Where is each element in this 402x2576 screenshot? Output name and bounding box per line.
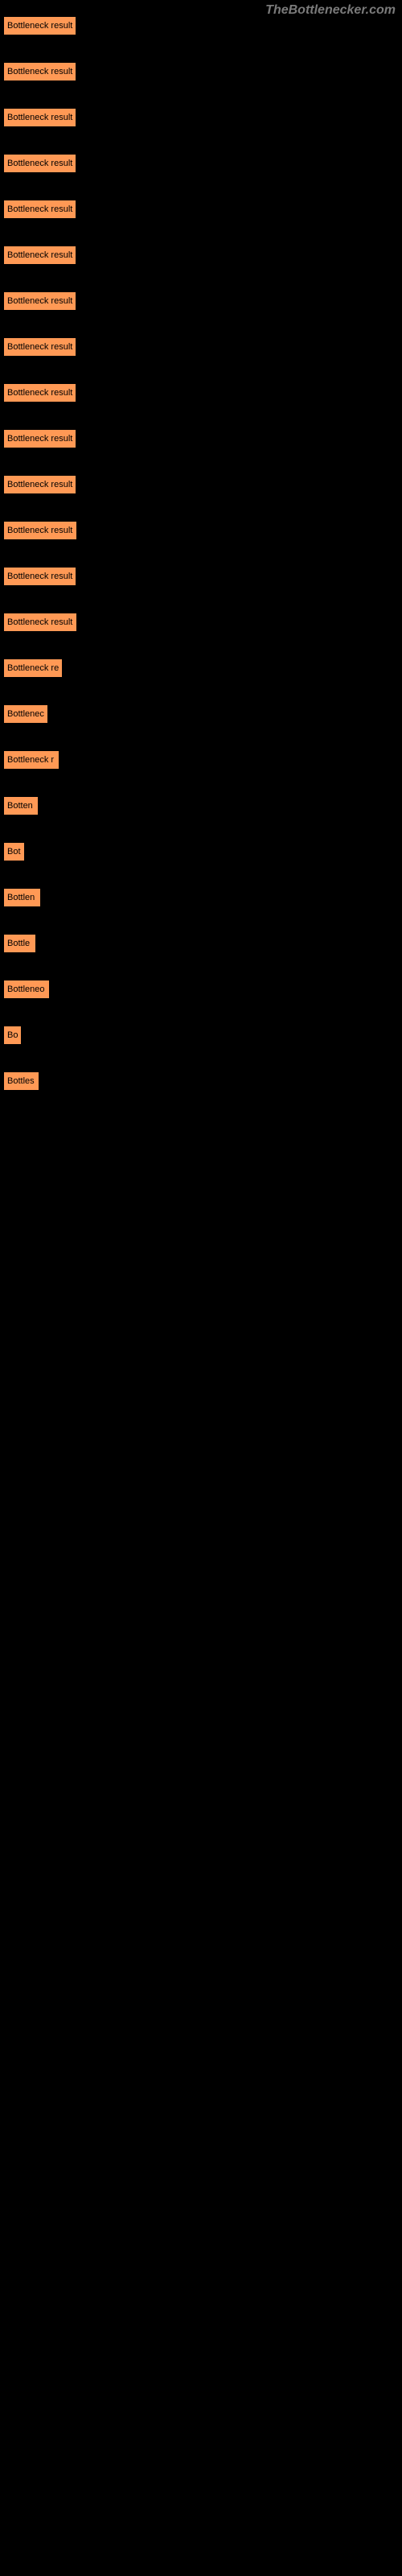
chart-row: Bottleneck result bbox=[3, 613, 399, 632]
bar-label: Bottleneck r bbox=[7, 755, 54, 765]
chart-bar: Bottleneo bbox=[3, 980, 50, 999]
chart-bar: Bottlen bbox=[3, 888, 41, 907]
bar-label: Bottleneck result bbox=[7, 342, 72, 352]
chart-bar: Bottle bbox=[3, 934, 36, 953]
chart-row: Botten bbox=[3, 796, 399, 815]
bar-label: Bottleneo bbox=[7, 985, 44, 994]
bar-chart: Bottleneck result Bottleneck result Bottle… bbox=[0, 0, 402, 1121]
chart-bar: Bottleneck result bbox=[3, 429, 76, 448]
chart-row: Bottleneck result bbox=[3, 429, 399, 448]
chart-bar: Bot bbox=[3, 842, 25, 861]
chart-bar: Bottleneck r bbox=[3, 750, 59, 770]
chart-row: Bottleneck re bbox=[3, 658, 399, 678]
chart-row: Bottleneck result bbox=[3, 200, 399, 219]
bar-label: Bottleneck result bbox=[7, 113, 72, 122]
chart-bar: Bottles bbox=[3, 1071, 39, 1091]
chart-row: Bottle bbox=[3, 934, 399, 953]
bar-label: Bottlenec bbox=[7, 709, 44, 719]
chart-row: Bottleneck result bbox=[3, 108, 399, 127]
bar-label: Botten bbox=[7, 801, 33, 811]
bar-label: Bottleneck result bbox=[7, 617, 72, 627]
chart-row: Bottleneck result bbox=[3, 154, 399, 173]
chart-row: Bottleneck result bbox=[3, 246, 399, 265]
chart-bar: Bottleneck result bbox=[3, 475, 76, 494]
chart-row: Bottles bbox=[3, 1071, 399, 1091]
chart-row: Bottlen bbox=[3, 888, 399, 907]
bar-label: Bottleneck result bbox=[7, 159, 72, 168]
chart-bar: Bottleneck re bbox=[3, 658, 63, 678]
chart-row: Bottleneck result bbox=[3, 521, 399, 540]
chart-bar: Bottleneck result bbox=[3, 521, 77, 540]
bar-label: Bottleneck result bbox=[7, 480, 72, 489]
chart-row: Bottlenec bbox=[3, 704, 399, 724]
chart-bar: Botten bbox=[3, 796, 39, 815]
chart-bar: Bottleneck result bbox=[3, 567, 76, 586]
bar-label: Bot bbox=[7, 847, 21, 857]
bar-label: Bottleneck re bbox=[7, 663, 59, 673]
chart-row: Bottleneck result bbox=[3, 567, 399, 586]
chart-row: Bottleneo bbox=[3, 980, 399, 999]
chart-bar: Bottleneck result bbox=[3, 246, 76, 265]
bar-label: Bottleneck result bbox=[7, 526, 72, 535]
bar-label: Bottleneck result bbox=[7, 434, 72, 444]
chart-bar: Bottleneck result bbox=[3, 613, 77, 632]
chart-bar: Bottleneck result bbox=[3, 337, 76, 357]
bar-label: Bottleneck result bbox=[7, 296, 72, 306]
bar-label: Bottleneck result bbox=[7, 67, 72, 76]
bar-label: Bottles bbox=[7, 1076, 35, 1086]
chart-bar: Bottlenec bbox=[3, 704, 48, 724]
bar-label: Bottle bbox=[7, 939, 30, 948]
chart-row: Bottleneck result bbox=[3, 62, 399, 81]
chart-bar: Bo bbox=[3, 1026, 22, 1045]
bar-label: Bottleneck result bbox=[7, 250, 72, 260]
bar-label: Bottleneck result bbox=[7, 21, 72, 31]
bar-label: Bottlen bbox=[7, 893, 35, 902]
chart-bar: Bottleneck result bbox=[3, 62, 76, 81]
chart-row: Bottleneck result bbox=[3, 16, 399, 35]
chart-row: Bottleneck result bbox=[3, 383, 399, 402]
chart-row: Bottleneck r bbox=[3, 750, 399, 770]
chart-row: Bottleneck result bbox=[3, 291, 399, 311]
bar-label: Bottleneck result bbox=[7, 204, 72, 214]
chart-row: Bot bbox=[3, 842, 399, 861]
chart-bar: Bottleneck result bbox=[3, 154, 76, 173]
bar-label: Bottleneck result bbox=[7, 572, 72, 581]
bar-label: Bo bbox=[7, 1030, 18, 1040]
watermark-text: TheBottlenecker.com bbox=[265, 3, 396, 18]
chart-bar: Bottleneck result bbox=[3, 383, 76, 402]
chart-bar: Bottleneck result bbox=[3, 291, 76, 311]
chart-bar: Bottleneck result bbox=[3, 16, 76, 35]
chart-row: Bo bbox=[3, 1026, 399, 1045]
bar-label: Bottleneck result bbox=[7, 388, 72, 398]
chart-row: Bottleneck result bbox=[3, 475, 399, 494]
chart-bar: Bottleneck result bbox=[3, 200, 76, 219]
chart-row: Bottleneck result bbox=[3, 337, 399, 357]
chart-bar: Bottleneck result bbox=[3, 108, 76, 127]
